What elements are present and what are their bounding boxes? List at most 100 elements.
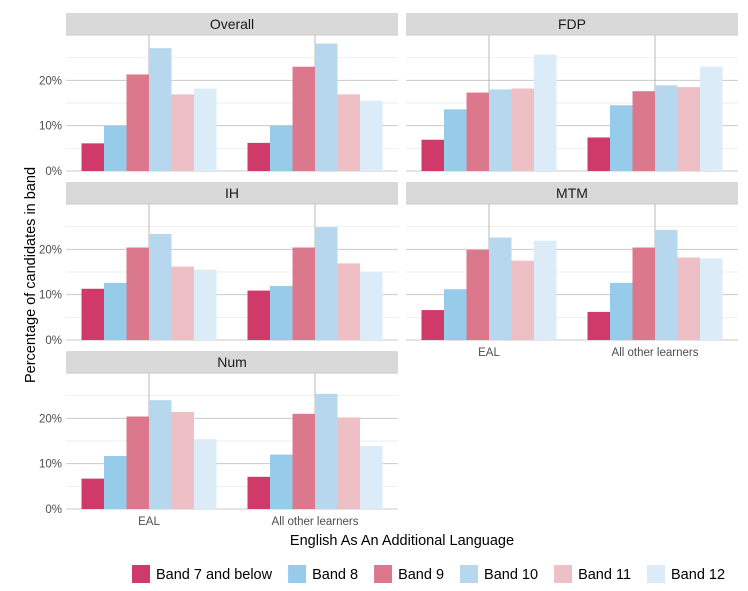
- bar-band-7-and-below: [421, 310, 444, 340]
- facet-title: FDP: [558, 16, 586, 32]
- legend-label: Band 9: [398, 567, 444, 583]
- bar-band-7-and-below: [587, 311, 610, 340]
- bar-band-11: [511, 88, 534, 171]
- y-tick-label: 10%: [39, 290, 62, 302]
- bar-band-9: [292, 247, 315, 340]
- y-tick-label: 20%: [39, 413, 62, 425]
- bar-band-7-and-below: [247, 476, 270, 509]
- bar-band-11: [511, 260, 534, 340]
- bar-band-10: [315, 393, 338, 509]
- bar-band-12: [534, 240, 557, 340]
- legend-swatch: [647, 565, 666, 583]
- bar-band-10: [315, 227, 338, 340]
- bar-band-9: [632, 247, 655, 340]
- facet-panels: Overall 0% 10% 20% FDP IH 0% 10% 20% MTM EAL All ot…: [39, 13, 738, 528]
- legend-label: Band 12: [671, 567, 725, 583]
- bar-band-7-and-below: [81, 478, 104, 509]
- bar-band-10: [655, 85, 678, 171]
- bar-band-7-and-below: [421, 139, 444, 171]
- bar-band-12: [700, 66, 723, 171]
- legend-item: Band 8: [288, 565, 358, 583]
- bar-band-12: [700, 258, 723, 340]
- bar-band-9: [126, 74, 149, 171]
- facet-strip: [406, 182, 738, 204]
- bar-band-7-and-below: [247, 290, 270, 340]
- legend-swatch: [132, 565, 150, 583]
- bar-band-10: [315, 43, 338, 171]
- bar-band-7-and-below: [81, 288, 104, 340]
- bar-band-8: [444, 289, 467, 340]
- bar-band-11: [171, 266, 194, 340]
- facet-strip: [66, 182, 398, 204]
- bar-band-9: [632, 91, 655, 171]
- legend-label: Band 10: [484, 567, 538, 583]
- facet-fdp: FDP: [406, 13, 738, 172]
- bar-band-11: [171, 94, 194, 171]
- bar-band-10: [489, 237, 512, 340]
- legend-item: Band 9: [374, 565, 444, 583]
- bar-band-9: [126, 247, 149, 340]
- facet-title: IH: [225, 185, 239, 201]
- bar-band-7-and-below: [81, 143, 104, 171]
- bar-band-11: [337, 417, 360, 509]
- legend-swatch: [288, 565, 307, 583]
- bar-band-9: [126, 416, 149, 509]
- x-tick-label: EAL: [138, 516, 160, 528]
- bar-band-11: [677, 87, 700, 171]
- facet-title: MTM: [556, 185, 588, 201]
- bar-band-11: [677, 257, 700, 340]
- y-tick-label: 0%: [45, 504, 62, 516]
- facet-ih: IH 0% 10% 20%: [39, 182, 398, 347]
- bar-band-8: [270, 454, 293, 509]
- facet-title: Overall: [210, 16, 254, 32]
- bar-band-10: [489, 89, 512, 171]
- x-axis-title: English As An Additional Language: [290, 533, 514, 549]
- legend-label: Band 8: [312, 567, 358, 583]
- bar-band-9: [466, 92, 489, 171]
- y-tick-label: 20%: [39, 75, 62, 87]
- bar-band-12: [360, 100, 383, 171]
- bar-band-8: [104, 282, 127, 340]
- legend-item: Band 11: [554, 565, 631, 583]
- y-tick-label: 10%: [39, 121, 62, 133]
- bar-band-9: [292, 66, 315, 171]
- facet-strip: [66, 13, 398, 35]
- x-tick-label: All other learners: [272, 516, 359, 528]
- y-tick-label: 20%: [39, 244, 62, 256]
- bar-band-11: [337, 263, 360, 340]
- bar-band-9: [292, 413, 315, 509]
- legend-swatch: [374, 565, 393, 583]
- y-axis-title: Percentage of candidates in band: [23, 167, 39, 383]
- legend-item: Band 10: [460, 565, 538, 583]
- bar-band-12: [360, 272, 383, 340]
- bar-band-10: [149, 400, 172, 509]
- facet-strip: [66, 351, 398, 373]
- bar-band-8: [104, 125, 127, 171]
- bar-band-8: [104, 455, 127, 509]
- bar-band-8: [270, 286, 293, 340]
- facet-num: Num 0% 10% 20% EAL All other learners: [39, 351, 398, 528]
- bar-band-7-and-below: [247, 142, 270, 171]
- bar-band-12: [194, 439, 217, 509]
- bar-band-9: [466, 249, 489, 340]
- bar-band-11: [171, 411, 194, 509]
- bar-band-11: [337, 94, 360, 171]
- legend-label: Band 7 and below: [156, 567, 273, 583]
- facet-mtm: MTM EAL All other learners: [406, 182, 738, 359]
- x-tick-label: All other learners: [612, 347, 699, 359]
- bar-band-12: [360, 445, 383, 509]
- legend-swatch: [554, 565, 573, 583]
- facet-title: Num: [217, 354, 247, 370]
- legend-item: Band 7 and below: [132, 565, 273, 583]
- y-tick-label: 0%: [45, 335, 62, 347]
- bar-band-8: [610, 282, 633, 340]
- legend-item: Band 12: [647, 565, 725, 583]
- bar-band-8: [444, 109, 467, 171]
- x-tick-label: EAL: [478, 347, 500, 359]
- legend: Band 7 and below Band 8 Band 9 Band 10 Band …: [132, 565, 725, 583]
- facet-strip: [406, 13, 738, 35]
- bar-band-10: [149, 233, 172, 340]
- bar-band-12: [194, 88, 217, 171]
